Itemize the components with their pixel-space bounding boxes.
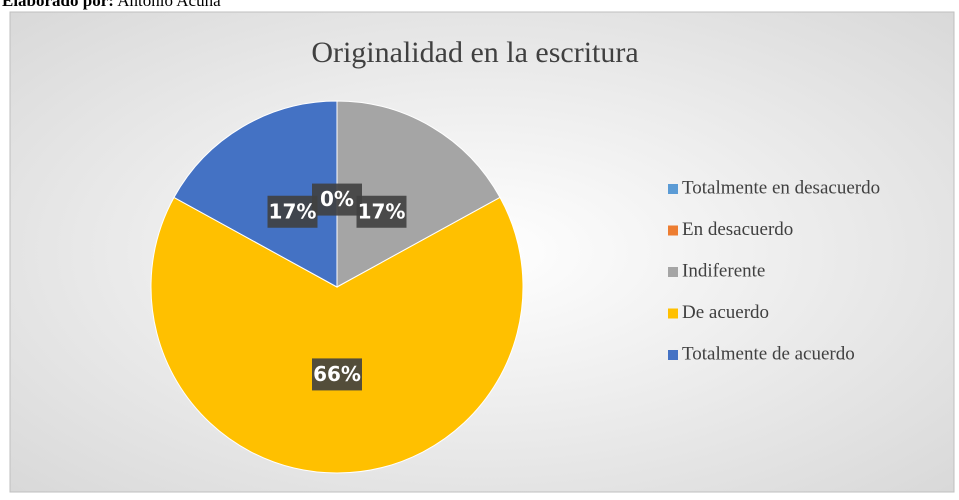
pie-slice: [336, 100, 501, 288]
pie-slice: [173, 100, 338, 288]
legend-label: Totalmente en desacuerdo: [682, 177, 880, 198]
legend-label: Indiferente: [682, 260, 765, 281]
legend-swatch: [668, 308, 678, 319]
legend-label: Totalmente de acuerdo: [682, 343, 855, 364]
data-label: 17%: [269, 199, 317, 223]
pie: [150, 100, 524, 474]
legend-swatch: [668, 184, 678, 194]
data-label-box: [312, 183, 362, 216]
legend-swatch: [668, 350, 678, 360]
data-label-box: [356, 195, 407, 228]
data-label: 66%: [313, 362, 361, 386]
data-labels: 0%0%17%66%17%: [267, 183, 407, 391]
pie-slice: [150, 196, 524, 474]
data-label: 0%: [320, 187, 354, 211]
legend-label: De acuerdo: [682, 302, 769, 323]
data-label-box: [312, 358, 362, 391]
legend-swatch: [668, 225, 678, 236]
legend: Totalmente en desacuerdo En desacuerdo Ind…: [668, 177, 880, 364]
caption-author: Antonio Acuña: [117, 0, 221, 10]
data-label-box: [267, 195, 318, 228]
chart-title: Originalidad en la escritura: [311, 36, 638, 69]
data-label: 17%: [358, 199, 406, 223]
caption: Elaborado por: Antonio Acuña: [2, 0, 221, 10]
legend-label: En desacuerdo: [682, 219, 793, 240]
caption-label: Elaborado por:: [2, 0, 114, 10]
legend-swatch: [668, 267, 678, 277]
